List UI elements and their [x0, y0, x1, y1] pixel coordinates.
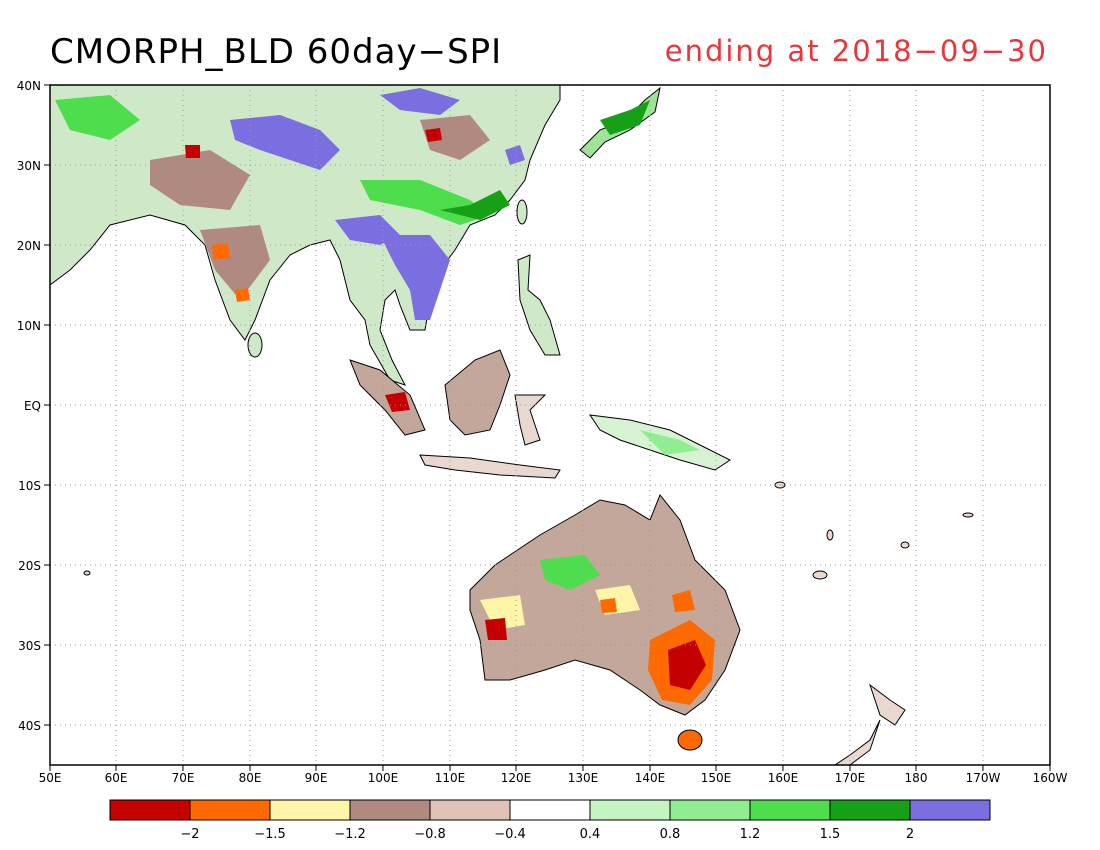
lon-label: 150E [701, 771, 732, 785]
lon-label: 60E [105, 771, 128, 785]
legend-labels: −2 −1.5 −1.2 −0.8 −0.4 0.4 0.8 1.2 1.5 2 [180, 827, 914, 842]
lon-label: 70E [172, 771, 195, 785]
legend-swatch [109, 799, 191, 821]
lat-label: 40S [18, 719, 41, 733]
pacific-islands [83, 481, 974, 580]
philippines [517, 254, 561, 356]
map-gridlines [50, 85, 1050, 765]
legend-label: 2 [906, 827, 914, 842]
lon-label: 170W [966, 771, 1001, 785]
tasmania [677, 729, 703, 751]
wet-anomalies [55, 88, 700, 590]
map-content [50, 85, 1050, 765]
lon-label: 130E [568, 771, 599, 785]
legend-label: −0.8 [414, 827, 446, 842]
australia-extreme-dry [668, 640, 706, 690]
lon-axis: 50E 60E 70E 80E 90E 100E 110E 120E 130E … [39, 771, 1068, 785]
legend-swatch [829, 799, 911, 821]
new-zealand [834, 683, 906, 765]
legend-label: −1.5 [254, 827, 286, 842]
lat-label: 20S [18, 559, 41, 573]
frame-ticks [44, 84, 1051, 771]
legend-swatch [349, 799, 431, 821]
taiwan [516, 199, 528, 225]
legend-label: −2 [180, 827, 199, 842]
lon-label: 80E [239, 771, 262, 785]
lon-label: 100E [368, 771, 399, 785]
legend-label: 0.8 [660, 827, 681, 842]
lon-label: 180 [905, 771, 928, 785]
lat-label: 30N [17, 159, 41, 173]
sri-lanka [247, 332, 263, 358]
lon-label: 160E [768, 771, 799, 785]
lon-label: 160W [1033, 771, 1068, 785]
lat-axis: 40N 30N 20N 10N EQ 10S 20S 30S 40S [17, 79, 41, 733]
lon-label: 90E [305, 771, 328, 785]
legend-swatch [429, 799, 511, 821]
legend-label: 1.2 [740, 827, 761, 842]
legend-swatch [189, 799, 271, 821]
lat-label: 20N [17, 239, 41, 253]
map-title: CMORPH_BLD 60day−SPI [50, 32, 503, 72]
lat-label: 10N [17, 319, 41, 333]
legend-swatch [589, 799, 671, 821]
legend-label: −0.4 [494, 827, 526, 842]
legend-swatch [669, 799, 751, 821]
legend-label: −1.2 [334, 827, 366, 842]
legend-swatch [509, 799, 591, 821]
legend-swatch [909, 799, 991, 821]
legend-label: 0.4 [580, 827, 601, 842]
lat-label: EQ [24, 399, 41, 413]
lon-label: 140E [635, 771, 666, 785]
map-frame [49, 84, 1051, 766]
lon-label: 170E [835, 771, 866, 785]
legend-swatch [269, 799, 351, 821]
lon-label: 50E [39, 771, 62, 785]
borneo [444, 349, 511, 436]
map-subtitle: ending at 2018−09−30 [664, 34, 1048, 68]
java-sunda [419, 454, 561, 479]
sulawesi [514, 394, 547, 446]
lon-label: 120E [501, 771, 532, 785]
legend-swatch [749, 799, 831, 821]
lat-label: 30S [18, 639, 41, 653]
legend-label: 1.5 [820, 827, 841, 842]
lat-label: 40N [17, 79, 41, 93]
lat-label: 10S [18, 479, 41, 493]
lon-label: 110E [435, 771, 466, 785]
legend-colorbar [109, 799, 991, 821]
